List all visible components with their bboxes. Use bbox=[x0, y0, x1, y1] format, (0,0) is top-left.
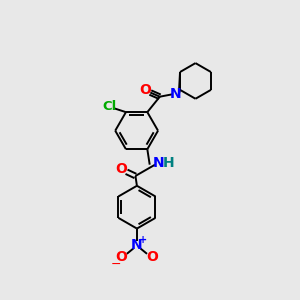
Text: O: O bbox=[115, 162, 127, 176]
Text: N: N bbox=[153, 156, 164, 170]
Text: O: O bbox=[116, 250, 128, 264]
Text: H: H bbox=[162, 156, 174, 170]
Text: O: O bbox=[146, 250, 158, 264]
Text: −: − bbox=[110, 257, 121, 270]
Text: +: + bbox=[140, 235, 148, 244]
Text: O: O bbox=[139, 83, 151, 97]
Text: Cl: Cl bbox=[103, 100, 117, 113]
Text: N: N bbox=[169, 87, 181, 101]
Text: N: N bbox=[131, 238, 143, 252]
